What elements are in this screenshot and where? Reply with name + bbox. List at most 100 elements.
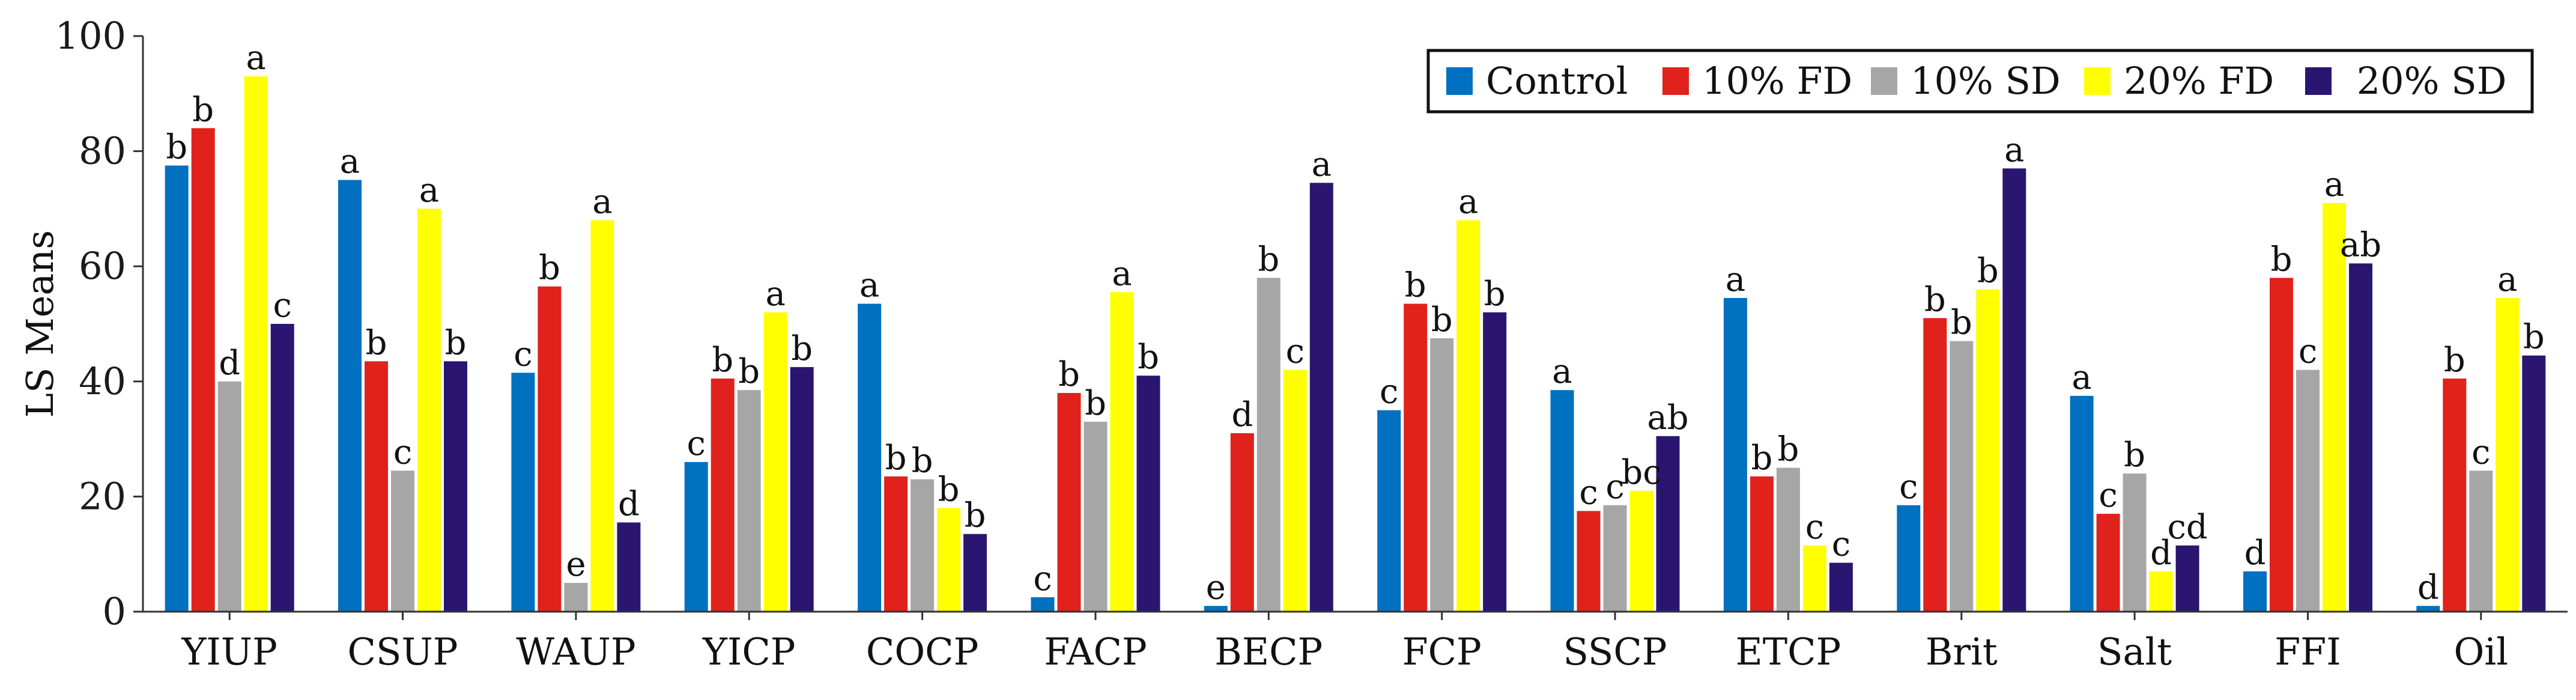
significance-letter: b <box>885 439 907 478</box>
significance-letter: b <box>445 323 467 362</box>
bar-salt-20pct-fd <box>2149 571 2173 612</box>
significance-letter: a <box>1552 352 1572 391</box>
legend-label-10pct-sd: 10% SD <box>1911 59 2061 103</box>
bar-facp-20pct-fd <box>1110 292 1134 612</box>
bar-cocp-20pct-sd <box>963 534 987 612</box>
legend-swatch-10pct-sd <box>1871 67 1897 95</box>
significance-letter: b <box>712 341 733 380</box>
significance-letter: cd <box>2167 508 2207 547</box>
bar-facp-control <box>1031 597 1055 612</box>
significance-letter: b <box>912 442 933 481</box>
bar-cocp-10pct-sd <box>911 479 935 612</box>
significance-letter: b <box>1777 430 1799 469</box>
y-tick-label: 20 <box>79 474 126 518</box>
bar-becp-control <box>1204 606 1228 612</box>
bar-yiup-20pct-sd <box>270 324 294 612</box>
bar-salt-10pct-fd <box>2096 514 2120 612</box>
legend-label-control: Control <box>1486 59 1628 103</box>
bar-csup-10pct-fd <box>365 361 388 612</box>
bar-waup-control <box>511 373 535 612</box>
x-tick-label: CSUP <box>348 630 458 674</box>
bar-cocp-20pct-fd <box>937 508 961 612</box>
bar-becp-10pct-sd <box>1256 278 1280 612</box>
significance-letter: c <box>273 286 292 325</box>
bar-yicp-control <box>684 461 708 612</box>
significance-letter: c <box>393 433 412 472</box>
bar-etcp-control <box>1723 297 1747 612</box>
bar-salt-20pct-sd <box>2175 545 2199 612</box>
legend-label-20pct-fd: 20% FD <box>2124 59 2274 103</box>
x-tick-label: COCP <box>866 630 978 674</box>
significance-letter: d <box>618 485 640 524</box>
significance-letter: b <box>1405 266 1426 305</box>
x-tick-label: Brit <box>1926 630 1998 674</box>
bar-yiup-20pct-fd <box>244 76 268 612</box>
significance-letter: b <box>965 496 986 535</box>
significance-letter: e <box>1206 568 1226 607</box>
significance-letter: b <box>1138 338 1159 377</box>
significance-letter: c <box>1832 525 1850 564</box>
x-tick-label: WAUP <box>516 630 635 674</box>
significance-letter: a <box>340 142 360 181</box>
significance-letter: b <box>1431 300 1453 339</box>
bar-brit-20pct-fd <box>1976 289 2000 612</box>
significance-letter: a <box>1312 145 1332 184</box>
bar-fcp-10pct-sd <box>1430 338 1454 612</box>
bar-oil-control <box>2416 606 2440 612</box>
bar-waup-10pct-sd <box>564 583 588 612</box>
bar-cocp-10pct-fd <box>884 476 908 612</box>
bar-brit-10pct-sd <box>1950 341 1974 612</box>
x-tick-label: FFI <box>2274 630 2341 674</box>
significance-letter: a <box>859 266 879 305</box>
bar-facp-10pct-fd <box>1057 393 1081 612</box>
bar-ffi-control <box>2243 571 2267 612</box>
significance-letter: c <box>2099 476 2117 515</box>
significance-letter: c <box>1033 559 1052 598</box>
bar-yicp-20pct-sd <box>790 367 814 612</box>
bar-fcp-20pct-sd <box>1483 312 1507 612</box>
bar-etcp-20pct-sd <box>1829 562 1853 612</box>
legend-swatch-20pct-fd <box>2084 67 2111 95</box>
bar-sscp-10pct-sd <box>1603 505 1627 612</box>
bar-waup-10pct-fd <box>538 286 562 612</box>
significance-letter: c <box>2471 433 2490 472</box>
bar-sscp-20pct-sd <box>1656 436 1680 612</box>
bar-etcp-10pct-sd <box>1776 467 1800 612</box>
x-tick-label: Oil <box>2454 630 2509 674</box>
bar-salt-control <box>2070 395 2094 612</box>
significance-letter: b <box>2444 341 2465 380</box>
significance-letter: bc <box>1621 453 1661 492</box>
significance-letter: c <box>687 424 706 463</box>
significance-letter: c <box>1899 467 1918 507</box>
significance-letter: b <box>938 470 960 510</box>
x-tick-label: Salt <box>2097 630 2172 674</box>
bar-waup-20pct-sd <box>617 522 641 612</box>
bar-yiup-10pct-fd <box>191 128 215 612</box>
y-tick-label: 60 <box>79 244 126 288</box>
significance-letter: c <box>2299 332 2317 371</box>
bar-brit-20pct-sd <box>2002 168 2026 612</box>
x-tick-label: YIUP <box>181 630 277 674</box>
bar-csup-10pct-sd <box>391 470 414 612</box>
significance-letter: b <box>1751 439 1772 478</box>
x-tick-label: YICP <box>702 630 796 674</box>
bar-oil-20pct-fd <box>2496 297 2520 612</box>
significance-letter: b <box>2271 240 2293 279</box>
significance-letter: a <box>1726 260 1745 299</box>
significance-letter: b <box>1924 280 1946 319</box>
significance-letter: b <box>366 323 387 362</box>
significance-letter: b <box>1951 303 1972 342</box>
significance-letter: c <box>1380 373 1398 412</box>
significance-letter: a <box>2497 260 2517 299</box>
legend-swatch-10pct-fd <box>1662 67 1689 95</box>
significance-letter: ab <box>2340 225 2381 264</box>
bar-becp-20pct-fd <box>1283 370 1307 612</box>
significance-letter: b <box>1258 240 1279 279</box>
significance-letter: d <box>219 344 240 383</box>
bar-fcp-10pct-fd <box>1404 303 1428 612</box>
bar-sscp-20pct-fd <box>1629 490 1653 612</box>
significance-letter: a <box>1458 183 1478 222</box>
bar-sscp-control <box>1550 390 1574 612</box>
y-axis-title: LS Means <box>18 230 62 418</box>
